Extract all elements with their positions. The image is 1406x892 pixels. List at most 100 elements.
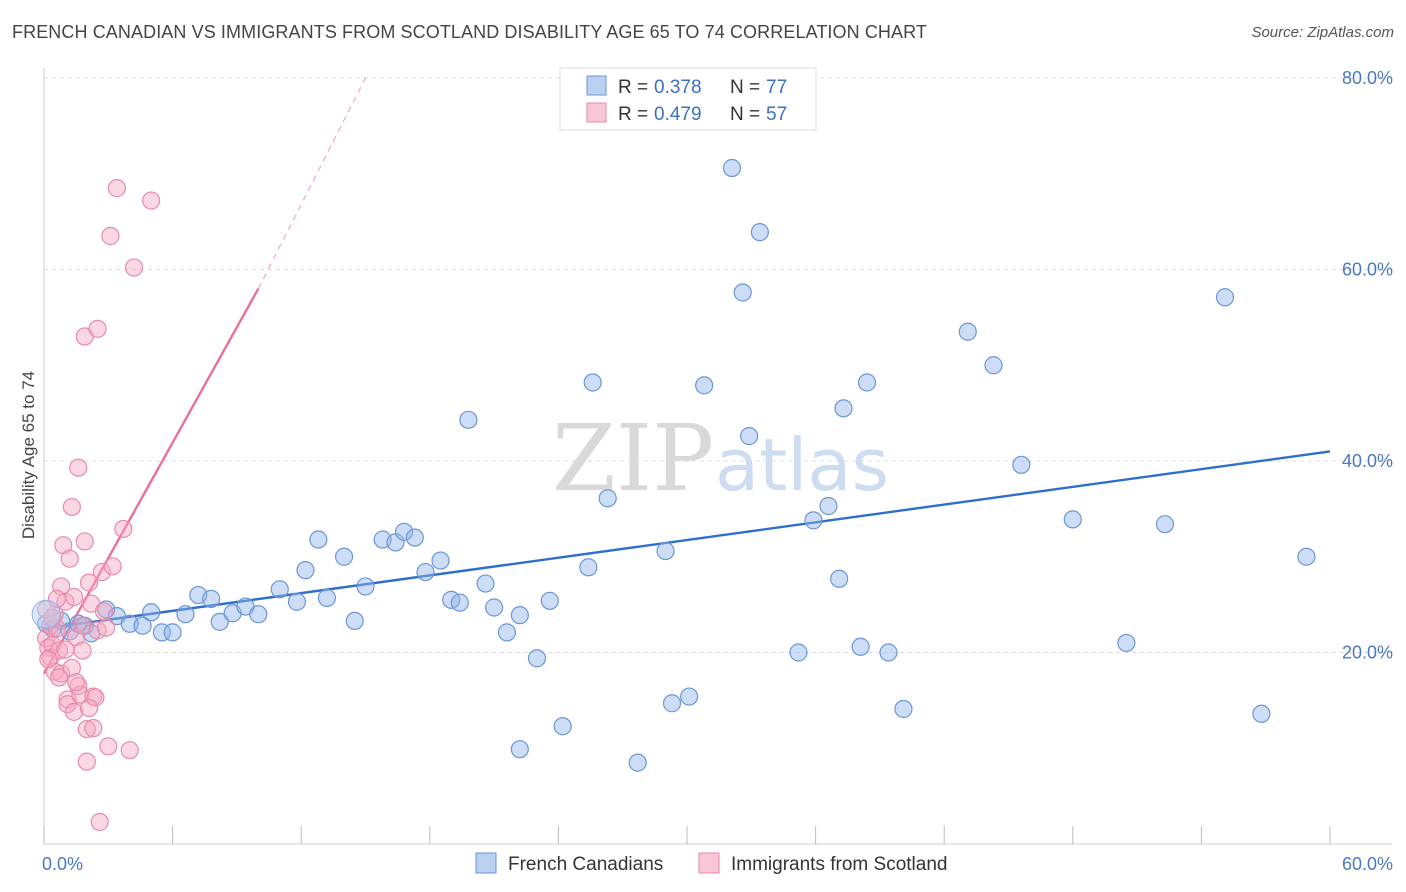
point-french-canadians bbox=[287, 592, 307, 611]
point-immigrants-scotland bbox=[107, 179, 126, 198]
chart-title: FRENCH CANADIAN VS IMMIGRANTS FROM SCOTL… bbox=[12, 22, 928, 42]
bottom-legend-swatch-blue bbox=[475, 852, 497, 874]
point-immigrants-scotland bbox=[73, 641, 92, 660]
point-french-canadians bbox=[740, 427, 759, 446]
point-immigrants-scotland bbox=[49, 668, 69, 687]
source-label: Source: ZipAtlas.com bbox=[1251, 24, 1394, 41]
y-tick-label: 60.0% bbox=[1342, 260, 1393, 280]
point-french-canadians bbox=[485, 598, 504, 617]
data-points bbox=[31, 158, 1316, 832]
point-french-canadians bbox=[210, 612, 229, 631]
point-french-canadians bbox=[879, 643, 898, 662]
point-immigrants-scotland bbox=[103, 557, 122, 576]
point-french-canadians bbox=[152, 623, 171, 642]
point-french-canadians bbox=[527, 649, 547, 668]
point-french-canadians bbox=[894, 699, 913, 719]
point-cluster bbox=[31, 599, 61, 629]
point-french-canadians bbox=[540, 591, 559, 610]
watermark-atlas: atlas bbox=[715, 423, 889, 507]
x-tick-label: 60.0% bbox=[1342, 854, 1393, 874]
legend-n-label: N = bbox=[730, 104, 760, 125]
point-immigrants-scotland bbox=[90, 812, 109, 832]
point-french-canadians bbox=[450, 593, 469, 612]
x-tick-label: 0.0% bbox=[42, 854, 83, 874]
point-immigrants-scotland bbox=[77, 719, 96, 739]
point-immigrants-scotland bbox=[62, 658, 81, 677]
y-axis-label: Disability Age 65 to 74 bbox=[19, 371, 38, 539]
point-immigrants-scotland bbox=[62, 497, 81, 517]
point-immigrants-scotland bbox=[124, 258, 144, 277]
point-french-canadians bbox=[345, 611, 364, 631]
y-tick-label: 80.0% bbox=[1342, 68, 1393, 88]
point-french-canadians bbox=[695, 376, 714, 395]
point-french-canadians bbox=[789, 643, 808, 662]
point-immigrants-scotland bbox=[88, 319, 107, 338]
point-french-canadians bbox=[405, 528, 424, 547]
point-french-canadians bbox=[309, 530, 328, 549]
point-immigrants-scotland bbox=[142, 191, 161, 210]
point-french-canadians bbox=[819, 496, 838, 516]
point-french-canadians bbox=[722, 158, 742, 178]
trend-lines bbox=[42, 77, 1331, 675]
point-immigrants-scotland bbox=[99, 737, 118, 756]
point-immigrants-scotland bbox=[64, 587, 84, 607]
point-french-canadians bbox=[510, 740, 529, 759]
point-immigrants-scotland bbox=[86, 688, 105, 707]
watermark: ZIP atlas bbox=[552, 405, 889, 512]
point-french-canadians bbox=[958, 322, 977, 341]
point-immigrants-scotland bbox=[114, 519, 133, 539]
point-immigrants-scotland bbox=[73, 616, 92, 635]
point-french-canadians bbox=[202, 589, 221, 608]
point-french-canadians bbox=[249, 605, 268, 624]
point-french-canadians bbox=[133, 616, 152, 635]
y-tick-labels: 20.0% 40.0% 60.0% 80.0% bbox=[1342, 68, 1393, 663]
bottom-legend: French Canadians Immigrants from Scotlan… bbox=[475, 852, 947, 875]
point-immigrants-scotland bbox=[92, 562, 111, 582]
legend: R = 0.378 N = 77 R = 0.479 N = 57 bbox=[559, 67, 817, 131]
point-french-canadians bbox=[1155, 515, 1175, 534]
point-french-canadians bbox=[459, 410, 478, 429]
point-french-canadians bbox=[356, 577, 375, 596]
point-french-canadians bbox=[804, 511, 823, 530]
point-immigrants-scotland bbox=[69, 458, 88, 477]
point-french-canadians bbox=[1063, 510, 1082, 529]
point-french-canadians bbox=[851, 637, 870, 656]
point-immigrants-scotland bbox=[56, 640, 75, 659]
watermark-zip: ZIP bbox=[552, 405, 714, 512]
x-tick-labels: 0.0% 60.0% bbox=[42, 854, 1393, 874]
point-french-canadians bbox=[662, 694, 682, 713]
point-french-canadians bbox=[830, 569, 849, 588]
bottom-legend-label-blue: French Canadians bbox=[508, 854, 663, 875]
point-immigrants-scotland bbox=[79, 698, 99, 718]
trend-line-0 bbox=[43, 450, 1331, 630]
trend-line-extension bbox=[257, 77, 367, 289]
point-immigrants-scotland bbox=[67, 673, 86, 692]
point-french-canadians bbox=[553, 717, 572, 736]
legend-n-label: N = bbox=[730, 77, 760, 98]
point-french-canadians bbox=[431, 551, 450, 570]
point-french-canadians bbox=[497, 623, 517, 642]
point-french-canadians bbox=[1252, 704, 1271, 723]
point-immigrants-scotland bbox=[120, 741, 139, 760]
legend-r-label: R = bbox=[618, 77, 648, 98]
point-french-canadians bbox=[163, 623, 182, 642]
point-immigrants-scotland bbox=[39, 650, 58, 669]
point-immigrants-scotland bbox=[77, 752, 96, 771]
legend-n-value: 77 bbox=[766, 77, 787, 98]
point-french-canadians bbox=[834, 399, 853, 418]
point-french-canadians bbox=[1012, 455, 1031, 474]
point-french-canadians bbox=[628, 753, 647, 772]
point-french-canadians bbox=[598, 489, 617, 508]
point-immigrants-scotland bbox=[84, 719, 103, 738]
point-french-canadians bbox=[416, 562, 435, 582]
legend-n-value: 57 bbox=[766, 104, 787, 125]
legend-r-value: 0.378 bbox=[654, 77, 702, 98]
point-immigrants-scotland bbox=[64, 702, 84, 721]
point-french-canadians bbox=[579, 558, 598, 577]
point-immigrants-scotland bbox=[94, 602, 114, 621]
point-french-canadians bbox=[394, 522, 414, 541]
point-french-canadians bbox=[656, 541, 675, 561]
bottom-legend-label-pink: Immigrants from Scotland bbox=[731, 854, 947, 875]
axes bbox=[43, 68, 1392, 845]
point-immigrants-scotland bbox=[97, 618, 116, 637]
